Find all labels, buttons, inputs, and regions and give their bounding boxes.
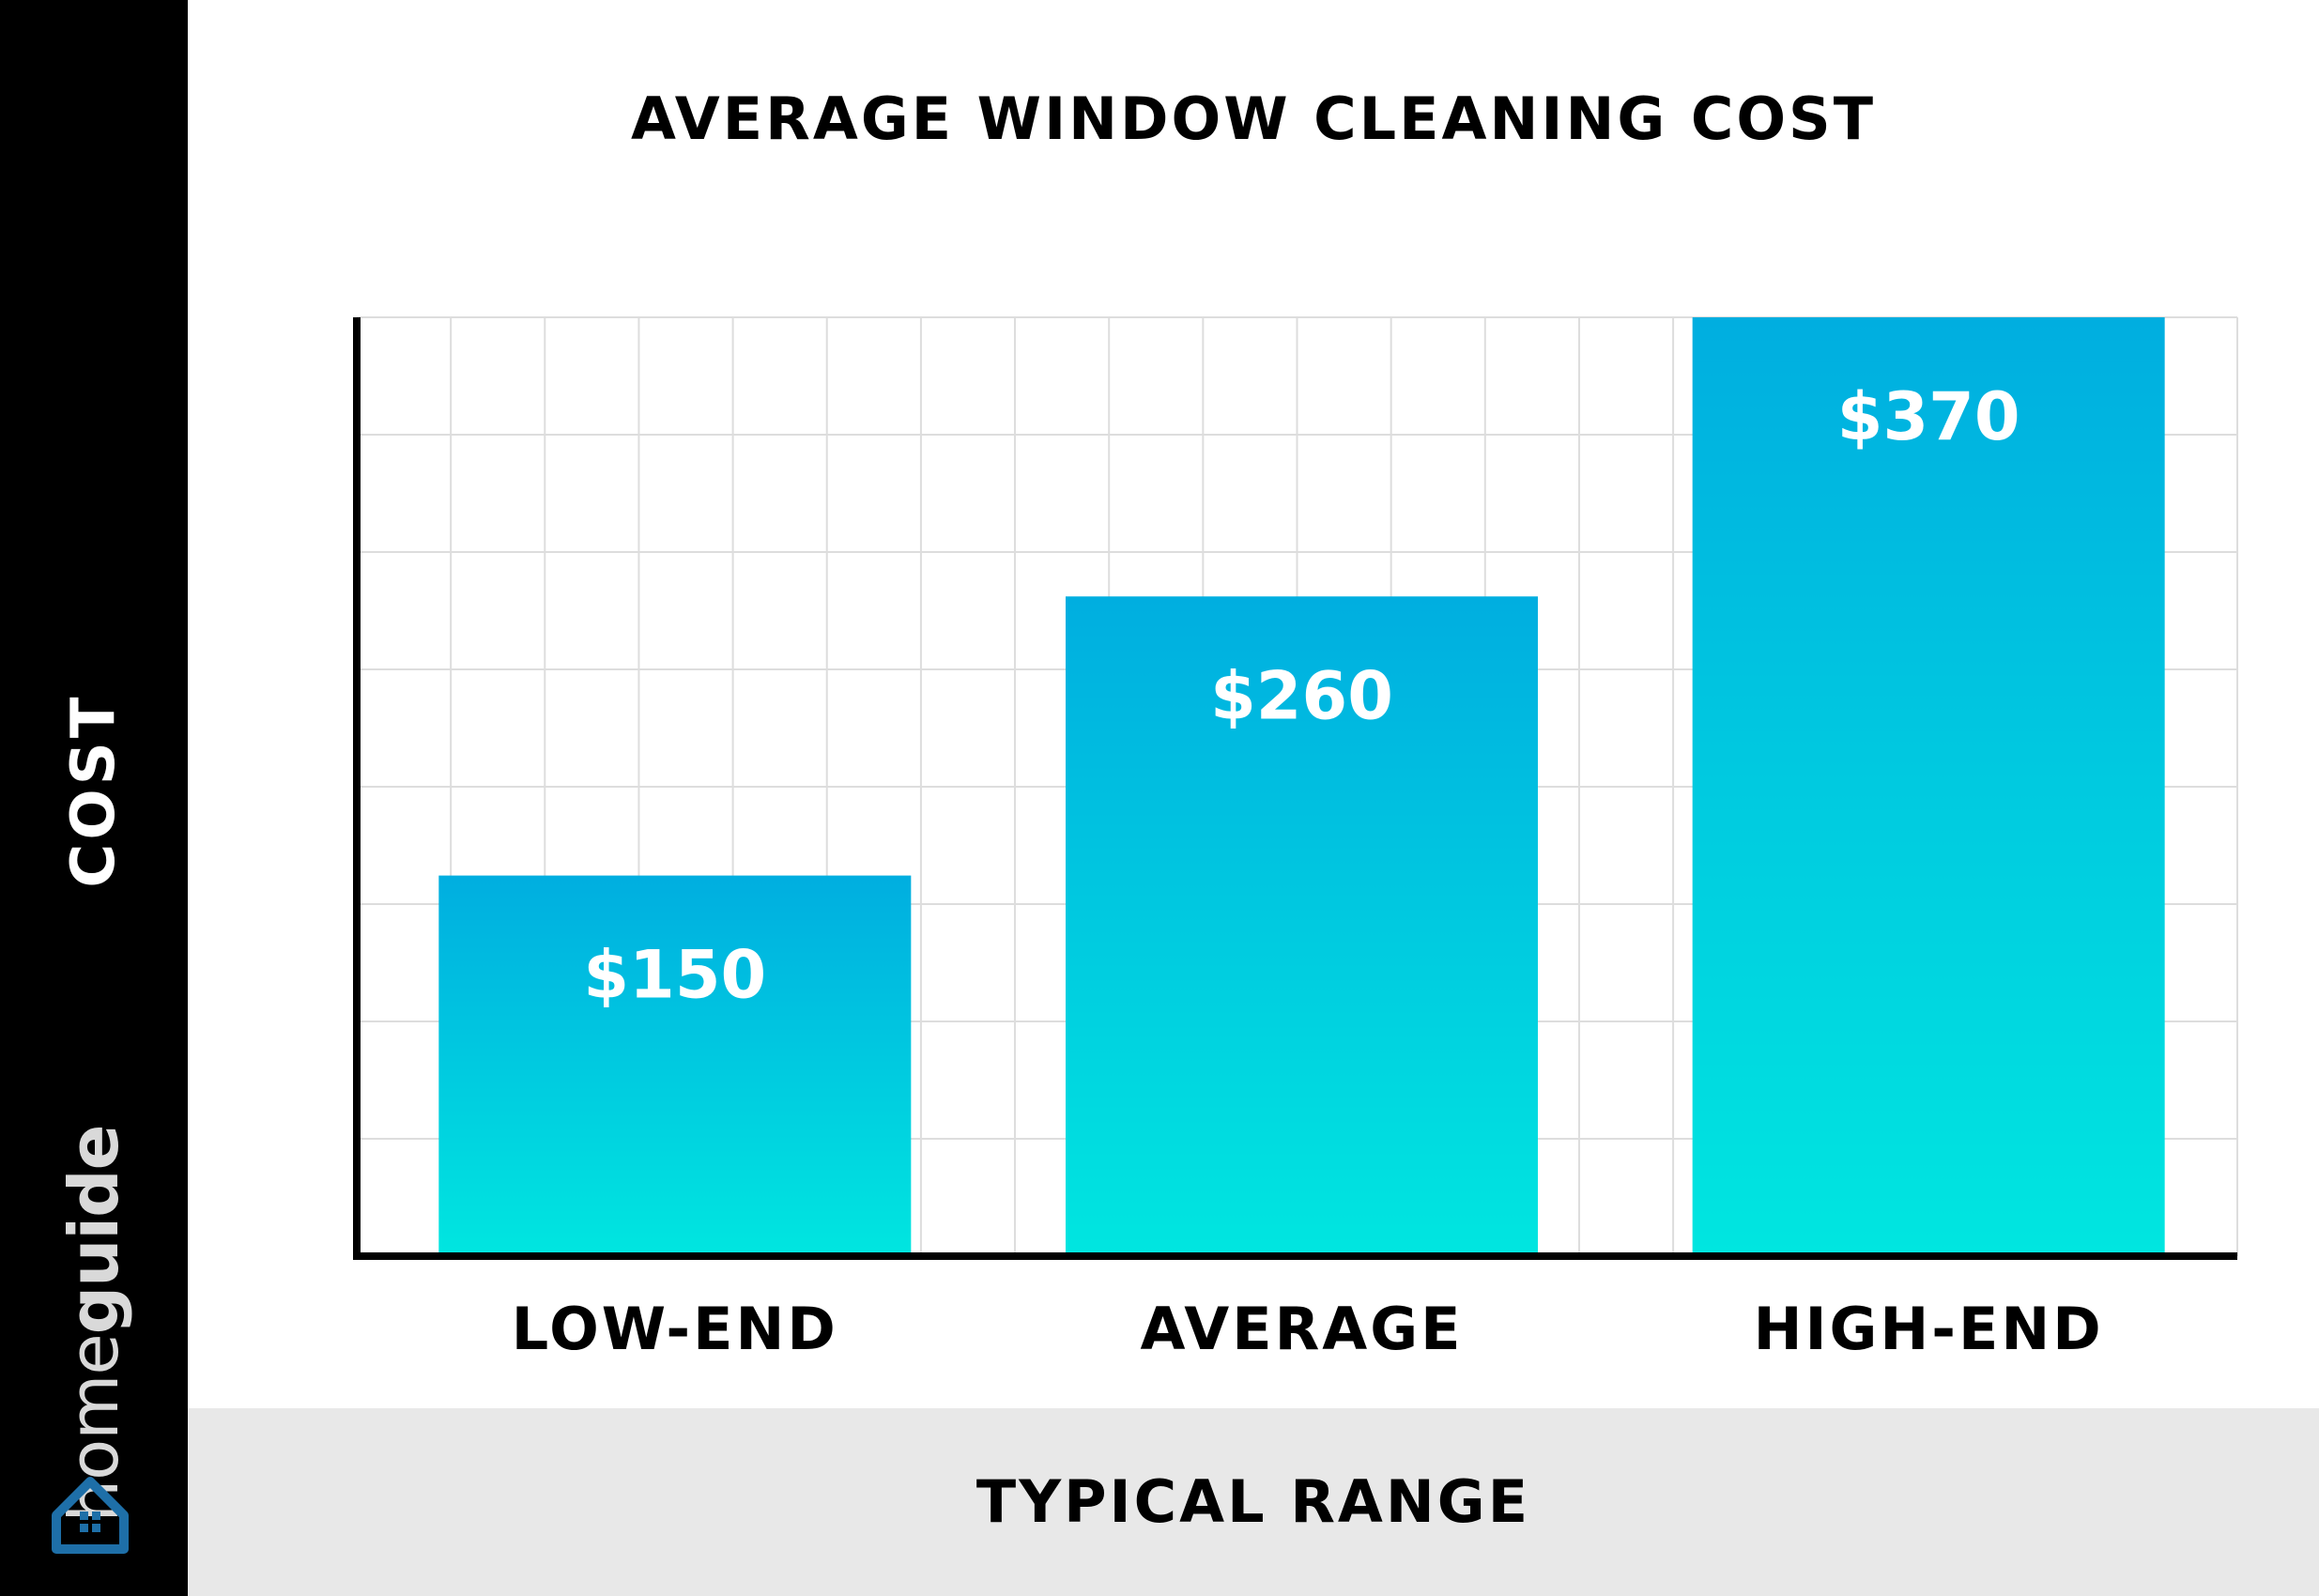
x-tick-label: LOW-END xyxy=(512,1295,838,1363)
axes xyxy=(353,317,2237,1260)
bar-chart: $150 LOW-END $260 AVERAGE $370 HIGH-END xyxy=(353,316,2238,1363)
y-axis-label: COST xyxy=(59,693,129,888)
bar-value-label: $370 xyxy=(1837,378,2020,455)
brand-bold: guide xyxy=(54,1125,133,1335)
bar-average xyxy=(1066,596,1538,1256)
chart-area: AVERAGE WINDOW CLEANING COST TYPICAL RAN… xyxy=(188,0,2319,1596)
x-tick-label: HIGH-END xyxy=(1754,1295,2104,1363)
bars xyxy=(438,317,2165,1256)
bar-low-end xyxy=(438,875,912,1256)
brand-logo-text: homeguide xyxy=(54,1126,133,1523)
house-icon xyxy=(52,1477,129,1554)
x-axis-band xyxy=(188,1408,2319,1596)
chart-title: AVERAGE WINDOW CLEANING COST xyxy=(631,84,1876,153)
sidebar: COST homeguide xyxy=(0,0,188,1596)
labels: $150 LOW-END $260 AVERAGE $370 HIGH-END xyxy=(512,378,2104,1363)
x-axis-label: TYPICAL RANGE xyxy=(975,1467,1531,1536)
bar-high-end xyxy=(1692,317,2165,1256)
bar-value-label: $260 xyxy=(1210,657,1393,734)
bar-value-label: $150 xyxy=(583,937,766,1014)
x-tick-label: AVERAGE xyxy=(1140,1295,1463,1363)
